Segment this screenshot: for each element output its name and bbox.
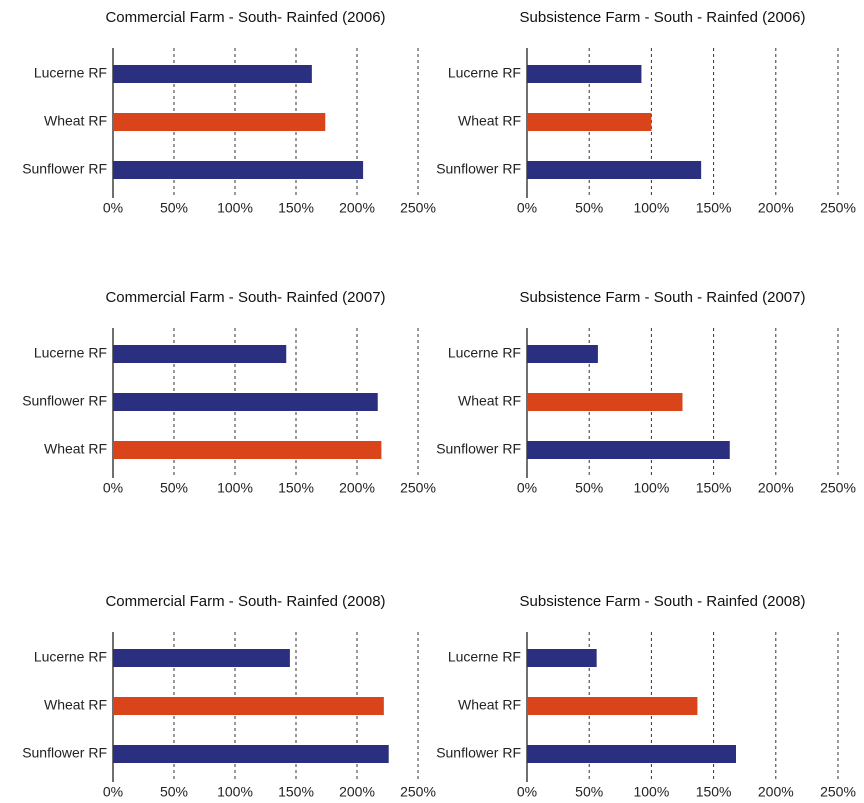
chart-title: Subsistence Farm - South - Rainfed (2006…: [520, 9, 806, 26]
x-tick-label: 200%: [339, 784, 375, 800]
x-tick-label: 100%: [633, 200, 669, 216]
bar: [527, 345, 598, 363]
y-tick-label: Wheat RF: [458, 697, 521, 713]
chart-title: Commercial Farm - South- Rainfed (2008): [105, 593, 385, 610]
chart-title: Subsistence Farm - South - Rainfed (2008…: [520, 593, 806, 610]
bar: [527, 161, 702, 179]
x-tick-label: 100%: [633, 784, 669, 800]
chart-title: Commercial Farm - South- Rainfed (2006): [105, 9, 385, 26]
x-tick-label: 250%: [820, 784, 856, 800]
x-tick-label: 200%: [339, 200, 375, 216]
x-tick-label: 50%: [160, 784, 188, 800]
bar: [113, 161, 364, 179]
x-tick-label: 250%: [400, 480, 436, 496]
y-tick-label: Sunflower RF: [22, 161, 107, 177]
bar: [527, 113, 652, 131]
x-tick-label: 200%: [758, 480, 794, 496]
y-tick-label: Sunflower RF: [436, 161, 521, 177]
x-tick-label: 200%: [758, 200, 794, 216]
y-tick-label: Lucerne RF: [448, 345, 521, 361]
y-tick-label: Wheat RF: [44, 441, 107, 457]
x-tick-label: 150%: [696, 784, 732, 800]
bar: [113, 113, 326, 131]
x-tick-label: 150%: [696, 480, 732, 496]
x-tick-label: 100%: [633, 480, 669, 496]
x-tick-label: 100%: [217, 784, 253, 800]
x-tick-label: 150%: [696, 200, 732, 216]
bar: [113, 697, 384, 715]
bar: [113, 649, 290, 667]
x-tick-label: 150%: [278, 784, 314, 800]
x-tick-label: 150%: [278, 480, 314, 496]
bar: [113, 393, 378, 411]
bar: [527, 745, 736, 763]
bar: [527, 65, 642, 83]
x-tick-label: 100%: [217, 480, 253, 496]
x-tick-label: 250%: [820, 200, 856, 216]
bar: [113, 745, 389, 763]
x-tick-label: 0%: [103, 784, 123, 800]
x-tick-label: 250%: [400, 200, 436, 216]
x-tick-label: 200%: [339, 480, 375, 496]
y-tick-label: Sunflower RF: [22, 745, 107, 761]
y-tick-label: Sunflower RF: [22, 393, 107, 409]
x-tick-label: 0%: [517, 784, 537, 800]
bar: [527, 649, 597, 667]
x-tick-label: 50%: [160, 200, 188, 216]
x-tick-label: 0%: [103, 480, 123, 496]
y-tick-label: Lucerne RF: [34, 649, 107, 665]
y-tick-label: Wheat RF: [44, 697, 107, 713]
x-tick-label: 150%: [278, 200, 314, 216]
x-tick-label: 100%: [217, 200, 253, 216]
y-tick-label: Wheat RF: [458, 393, 521, 409]
x-tick-label: 250%: [820, 480, 856, 496]
bar: [527, 393, 683, 411]
y-tick-label: Sunflower RF: [436, 745, 521, 761]
chart-title: Commercial Farm - South- Rainfed (2007): [105, 289, 385, 306]
y-tick-label: Lucerne RF: [448, 65, 521, 81]
bar: [113, 441, 382, 459]
bar: [113, 345, 287, 363]
bar: [527, 697, 698, 715]
y-tick-label: Lucerne RF: [448, 649, 521, 665]
x-tick-label: 50%: [575, 784, 603, 800]
x-tick-label: 50%: [575, 200, 603, 216]
y-tick-label: Lucerne RF: [34, 345, 107, 361]
x-tick-label: 50%: [160, 480, 188, 496]
x-tick-label: 50%: [575, 480, 603, 496]
x-tick-label: 0%: [517, 480, 537, 496]
bar: [113, 65, 312, 83]
y-tick-label: Lucerne RF: [34, 65, 107, 81]
x-tick-label: 200%: [758, 784, 794, 800]
bar: [527, 441, 730, 459]
x-tick-label: 250%: [400, 784, 436, 800]
chart-title: Subsistence Farm - South - Rainfed (2007…: [520, 289, 806, 306]
x-tick-label: 0%: [517, 200, 537, 216]
x-tick-label: 0%: [103, 200, 123, 216]
y-tick-label: Wheat RF: [458, 113, 521, 129]
y-tick-label: Wheat RF: [44, 113, 107, 129]
y-tick-label: Sunflower RF: [436, 441, 521, 457]
